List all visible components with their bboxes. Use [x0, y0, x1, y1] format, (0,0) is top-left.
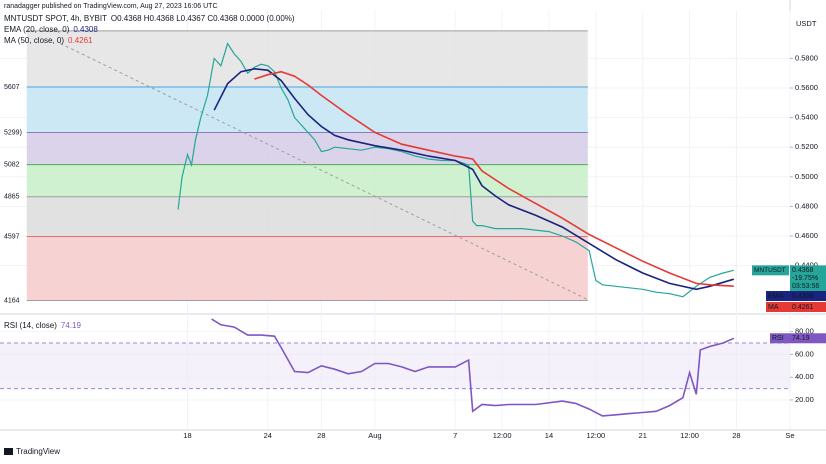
series-line — [213, 67, 735, 291]
fib-band — [26, 86, 588, 133]
y-tick-label: 0.4400 — [795, 261, 818, 270]
rsi-tag-bg — [770, 333, 826, 344]
fib-label: 5082 — [4, 162, 20, 169]
fib-band — [26, 236, 588, 301]
legend-value: 74.19 — [61, 321, 82, 330]
y-tick-label: 0.5200 — [795, 142, 818, 151]
fib-band — [26, 164, 588, 197]
x-tick-label: 28 — [317, 431, 325, 440]
x-tick-label: 21 — [639, 431, 647, 440]
price-tag-value: 0.4368 — [792, 267, 814, 274]
rsi-tag-value: 74.19 — [792, 335, 810, 342]
indicator-tag-name: MA — [768, 304, 779, 311]
price-tag-symbol-bg — [752, 265, 789, 276]
fib-label: 5607 — [4, 84, 20, 91]
x-tick-label: Aug — [368, 431, 381, 440]
price-tag-bg — [790, 265, 826, 293]
price-tag-symbol: MNTUSDT — [754, 267, 786, 274]
x-tick-label: 14 — [545, 431, 553, 440]
y-tick-label: 20.00 — [795, 395, 814, 404]
fib-band — [26, 132, 588, 165]
fib-label: 4865 — [4, 194, 20, 201]
rsi-tag-name: RSI — [772, 335, 784, 342]
legend-indicator: EMA (20, close, 0) 0.4308 — [4, 25, 98, 34]
legend-ohlc: O0.4368 H0.4368 L0.4367 C0.4368 0.0000 (… — [111, 14, 295, 23]
trendline — [60, 43, 589, 301]
x-tick-label: 12:00 — [680, 431, 699, 440]
legend-rsi: RSI (14, close) 74.19 — [4, 321, 81, 330]
x-tick-label: 18 — [183, 431, 191, 440]
x-tick-label: 7 — [453, 431, 457, 440]
x-tick-label: 12:00 — [493, 431, 512, 440]
series-line — [254, 70, 734, 287]
indicator-tag-bg — [766, 302, 826, 312]
indicator-tag-value: 0.4308 — [792, 293, 814, 300]
legend-indicator: MA (50, close, 0) 0.4261 — [4, 36, 93, 45]
indicator-tag-name: EMA — [768, 293, 784, 300]
fib-label: 4597 — [4, 233, 20, 240]
y-tick-label: 60.00 — [795, 349, 814, 358]
y-tick-label: 80.00 — [795, 327, 814, 336]
y-tick-label: 40.00 — [795, 372, 814, 381]
x-tick-label: 24 — [264, 431, 272, 440]
y-tick-label: 0.4800 — [795, 201, 818, 210]
x-tick-label: Se — [785, 431, 794, 440]
legend-main: MNTUSDT SPOT, 4h, BYBIT O0.4368 H0.4368 L… — [4, 14, 295, 23]
fib-band — [26, 30, 588, 87]
axis-unit: USDT — [796, 19, 817, 28]
fib-label: 4164 — [4, 297, 20, 304]
price-tag-countdown: 03:53:56 — [792, 283, 819, 290]
logo-text: TradingView — [16, 447, 60, 456]
legend-value: 0.4261 — [68, 36, 93, 45]
indicator-tag-value: 0.4261 — [792, 304, 814, 311]
fib-label: 5299) — [4, 129, 22, 136]
y-tick-label: 0.5000 — [795, 172, 818, 181]
legend-name: RSI (14, close) — [4, 321, 57, 330]
legend-value: 0.4308 — [73, 25, 98, 34]
indicator-tag-bg — [766, 291, 826, 301]
y-tick-label: 0.5800 — [795, 53, 818, 62]
y-tick-label: 0.5400 — [795, 113, 818, 122]
y-tick-label: 0.4600 — [795, 231, 818, 240]
legend-name: MA (50, close, 0) — [4, 36, 64, 45]
series-line — [211, 318, 735, 417]
y-tick-label: 0.5600 — [795, 83, 818, 92]
legend-symbol: MNTUSDT SPOT, 4h, BYBIT — [4, 14, 107, 23]
publisher: ranadagger published on TradingView.com,… — [4, 3, 218, 10]
legend-name: EMA (20, close, 0) — [4, 25, 70, 34]
price-tag-change: -19.75% — [792, 275, 818, 282]
fib-band — [26, 196, 588, 237]
logo-mark — [4, 448, 13, 455]
x-tick-label: 12:00 — [586, 431, 605, 440]
x-tick-label: 28 — [732, 431, 740, 440]
